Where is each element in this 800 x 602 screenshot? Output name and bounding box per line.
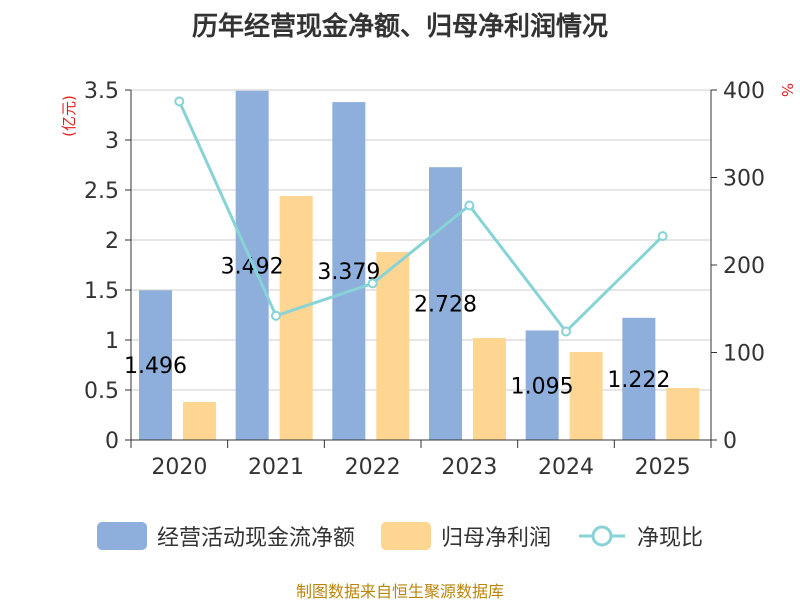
- bar-profit: [473, 338, 506, 440]
- y-left-tick-label: 1: [105, 329, 119, 354]
- point-ratio: [271, 310, 281, 321]
- bar-profit: [666, 388, 700, 440]
- point-ratio: [561, 326, 571, 337]
- y-right-axis-label: %: [778, 83, 796, 97]
- y-right-tick-label: 400: [723, 79, 765, 104]
- point-ratio: [657, 231, 668, 242]
- bar-profit: [569, 352, 603, 440]
- x-tick-label: 2023: [441, 455, 497, 480]
- legend-label-cashflow: 经营活动现金流净额: [156, 526, 355, 551]
- data-label-cashflow: 1.496: [124, 354, 187, 379]
- y-right-tick-label: 200: [723, 254, 765, 279]
- x-tick-label: 2024: [538, 455, 594, 480]
- y-left-axis-label: (亿元): [60, 95, 78, 137]
- legend-swatch-ratio: [579, 525, 625, 547]
- legend-label-profit: 归母净利润: [440, 526, 551, 551]
- bar-profit: [183, 402, 216, 440]
- y-left-tick-label: 2.5: [84, 179, 119, 204]
- line-ratio: [177, 100, 664, 334]
- point-ratio: [464, 200, 475, 211]
- legend-swatch-cashflow: [96, 522, 147, 550]
- legend-label-ratio: 净现比: [637, 526, 704, 551]
- bar-cashflow: [332, 102, 366, 440]
- bar-cashflow: [622, 317, 656, 440]
- bar-cashflow: [139, 290, 172, 440]
- x-tick-label: 2021: [248, 455, 304, 480]
- y-right-tick-label: 100: [723, 342, 765, 367]
- legend-item-ratio[interactable]: 净现比: [577, 520, 703, 552]
- legend-swatch-profit: [380, 522, 431, 550]
- legend-item-profit[interactable]: 归母净利润: [380, 520, 551, 552]
- y-right-tick-label: 300: [723, 167, 765, 192]
- x-tick-label: 2022: [345, 455, 401, 480]
- data-label-cashflow: 1.222: [607, 368, 670, 393]
- data-label-cashflow: 1.095: [511, 374, 574, 399]
- y-left-tick-label: 2: [105, 229, 119, 254]
- y-left-tick-label: 0.5: [84, 379, 119, 404]
- y-left-tick-label: 3: [105, 129, 119, 154]
- x-tick-label: 2020: [151, 455, 207, 480]
- y-left-tick-label: 1.5: [84, 279, 119, 304]
- x-tick-label: 2025: [635, 455, 691, 480]
- data-label-cashflow: 3.492: [221, 254, 284, 279]
- y-right-tick-label: 0: [723, 429, 737, 454]
- y-left-tick-label: 0: [105, 429, 119, 454]
- point-ratio: [174, 96, 185, 107]
- data-label-cashflow: 2.728: [414, 293, 477, 318]
- data-source-note: 制图数据来自恒生聚源数据库: [295, 582, 504, 601]
- bar-profit: [279, 196, 313, 440]
- y-left-tick-label: 3.5: [84, 79, 119, 104]
- bar-cashflow: [429, 167, 462, 440]
- bar-cashflow: [525, 330, 559, 440]
- point-ratio: [367, 278, 378, 289]
- chart-legend: 经营活动现金流净额 归母净利润 净现比: [0, 516, 800, 556]
- chart-title: 历年经营现金净额、归母净利润情况: [191, 12, 608, 42]
- legend-item-cashflow[interactable]: 经营活动现金流净额: [96, 520, 355, 552]
- bar-profit: [376, 252, 410, 440]
